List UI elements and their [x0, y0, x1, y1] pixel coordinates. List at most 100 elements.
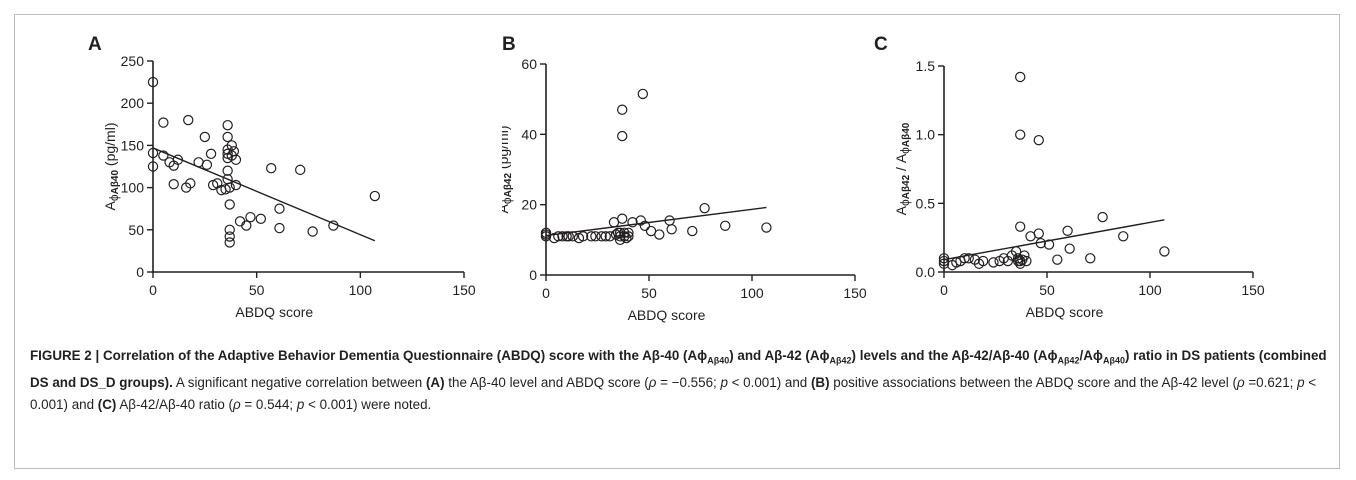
- data-point: [563, 231, 574, 242]
- caption-run: ρ: [1236, 374, 1245, 390]
- caption-run: Aβ40: [707, 355, 730, 366]
- data-point: [230, 154, 242, 165]
- caption-run: < 0.001) were noted.: [304, 396, 432, 412]
- figure-caption: FIGURE 2 | Correlation of the Adaptive B…: [30, 345, 1330, 416]
- y-axis-label: AϕAβ40 (pg/ml): [102, 123, 121, 211]
- data-point: [637, 88, 649, 100]
- data-point: [265, 162, 277, 174]
- data-point: [577, 231, 589, 242]
- data-point: [328, 220, 339, 231]
- data-point: [1043, 239, 1055, 250]
- data-point: [295, 164, 306, 176]
- caption-run: p: [720, 374, 728, 390]
- data-point: [1052, 254, 1063, 265]
- data-point: [1097, 211, 1108, 223]
- data-point: [224, 237, 235, 248]
- data-point: [557, 231, 568, 242]
- x-tick-label: 100: [740, 285, 764, 301]
- data-point: [185, 178, 196, 189]
- caption-run: (A): [425, 374, 445, 390]
- data-point: [307, 226, 318, 237]
- data-point: [654, 229, 665, 240]
- data-point: [147, 161, 159, 172]
- data-point: [369, 190, 381, 202]
- regression-line: [943, 219, 1165, 261]
- y-axis-label: AϕAβ42 / AϕAβ40: [893, 122, 912, 215]
- data-point: [1021, 255, 1032, 267]
- x-tick-label: 100: [349, 282, 373, 298]
- y-tick-label: 1.5: [916, 58, 936, 74]
- caption-run: =0.621;: [1244, 374, 1298, 390]
- data-point: [274, 203, 285, 214]
- data-point: [600, 231, 611, 242]
- x-tick-label: 0: [149, 282, 157, 298]
- data-point: [720, 220, 731, 231]
- data-point: [222, 131, 233, 143]
- caption-run: Aβ40: [1102, 355, 1125, 366]
- x-tick-label: 150: [843, 285, 867, 301]
- data-point: [596, 231, 607, 242]
- regression-line: [152, 147, 376, 242]
- x-tick-label: 100: [1138, 282, 1162, 298]
- data-point: [938, 258, 950, 269]
- caption-run: < 0.001) and: [727, 374, 811, 390]
- caption-run: ρ: [648, 374, 657, 390]
- data-point: [1118, 231, 1129, 242]
- x-tick-label: 50: [1039, 282, 1055, 298]
- caption-run: Aβ42: [829, 355, 852, 366]
- caption-run: ) ratio in DS patients (combined DS and …: [30, 348, 1327, 390]
- data-point: [617, 130, 628, 142]
- x-tick-label: 150: [1241, 282, 1265, 298]
- scatter-chart: A 0 50 100 150 0 50 100 150 200 250 ABDQ score AϕAβ4…: [88, 34, 476, 320]
- data-point: [687, 225, 698, 237]
- data-point: [222, 165, 233, 176]
- y-tick-label: 100: [121, 180, 145, 196]
- caption-run: (C): [97, 396, 117, 412]
- panel-label: A: [88, 34, 102, 55]
- data-point: [938, 253, 950, 264]
- data-point: [761, 222, 772, 233]
- y-tick-label: 0.5: [916, 195, 936, 211]
- x-tick-label: 50: [249, 282, 265, 298]
- caption-run: p: [1297, 374, 1305, 390]
- caption-run: = 0.544;: [240, 396, 297, 412]
- data-point: [623, 231, 634, 242]
- caption-run: ρ: [232, 396, 241, 412]
- data-point: [1015, 129, 1026, 140]
- data-point: [241, 220, 252, 231]
- data-point: [1010, 246, 1022, 257]
- data-point: [590, 231, 601, 242]
- data-point: [666, 224, 677, 235]
- y-axis-label: AϕAβ42 (pg/ml): [502, 126, 514, 214]
- panel-label: B: [502, 34, 516, 55]
- y-tick-label: 0: [529, 267, 537, 283]
- data-point: [274, 222, 285, 234]
- panel-a: A 0 50 100 150 0 50 100 150 200 250 ABDQ score AϕAβ4…: [70, 34, 490, 334]
- caption-run: ) levels and the Aβ-42/Aβ-40 (Aϕ: [851, 348, 1058, 363]
- caption-run: the Aβ-40 level and ABDQ score (: [444, 374, 649, 390]
- data-point: [699, 202, 710, 214]
- data-point: [938, 255, 950, 267]
- y-tick-label: 0.0: [916, 264, 936, 280]
- data-point: [567, 231, 578, 242]
- x-tick-label: 0: [940, 282, 948, 298]
- data-point: [617, 213, 628, 224]
- data-point: [627, 217, 638, 228]
- y-tick-label: 20: [521, 197, 537, 213]
- data-point: [230, 179, 242, 191]
- caption-run: FIGURE 2 | Correlation of the Adaptive B…: [30, 348, 708, 363]
- data-point: [1062, 225, 1073, 236]
- data-point: [1159, 246, 1170, 257]
- data-point: [1085, 253, 1096, 264]
- y-tick-label: 0: [136, 264, 144, 280]
- data-point: [959, 253, 970, 264]
- x-tick-label: 50: [641, 285, 657, 301]
- data-point: [1035, 237, 1047, 249]
- data-point: [617, 104, 628, 115]
- y-tick-label: 1.0: [916, 127, 936, 143]
- data-point: [1033, 134, 1044, 146]
- data-point: [226, 140, 237, 151]
- panel-b: B 0 50 100 150 0 20 40 60 ABDQ score AϕAβ42 (pg/ml…: [502, 34, 902, 334]
- y-tick-label: 200: [121, 95, 145, 111]
- data-point: [168, 179, 179, 190]
